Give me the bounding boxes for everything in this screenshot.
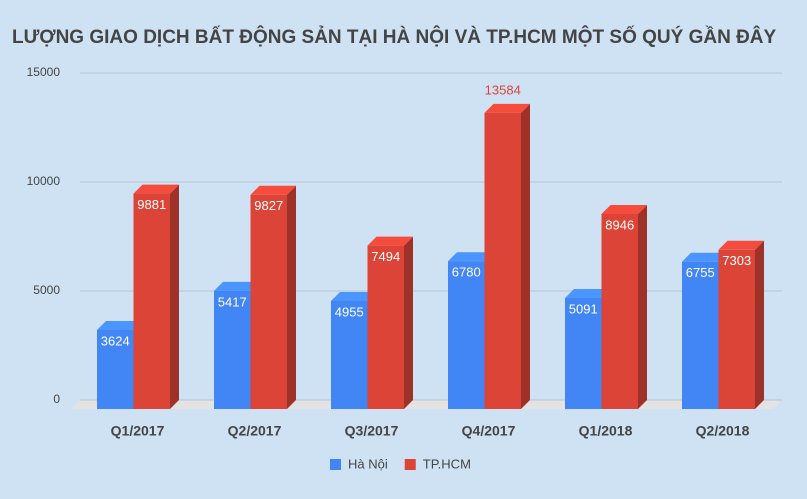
y-tick-label: 10000 bbox=[27, 174, 61, 188]
value-label: 13584 bbox=[485, 82, 521, 97]
legend-swatch bbox=[404, 459, 416, 470]
y-tick-label: 5000 bbox=[33, 283, 60, 297]
bar-top bbox=[484, 103, 530, 113]
value-label: 6755 bbox=[686, 265, 715, 280]
bar-top bbox=[250, 185, 296, 195]
bar-front bbox=[565, 298, 602, 409]
x-tick-label: Q3/2017 bbox=[345, 423, 399, 439]
bar-top bbox=[682, 252, 728, 262]
bar-front bbox=[682, 261, 719, 409]
bar-top bbox=[718, 240, 764, 250]
bar-top bbox=[367, 236, 413, 246]
bar-front bbox=[97, 329, 134, 409]
bar-front bbox=[367, 245, 404, 409]
bar-side bbox=[638, 204, 647, 409]
legend-swatch bbox=[330, 459, 341, 470]
bar bbox=[367, 236, 413, 409]
bar-front bbox=[718, 249, 755, 409]
bar bbox=[250, 185, 296, 409]
x-tick-label: Q1/2017 bbox=[111, 423, 165, 439]
chart-title: LƯỢNG GIAO DỊCH BẤT ĐỘNG SẢN TẠI HÀ NỘI … bbox=[12, 26, 777, 48]
bar-side bbox=[521, 103, 530, 409]
value-label: 8946 bbox=[605, 217, 634, 232]
bar-top bbox=[214, 281, 260, 291]
bar-top bbox=[565, 289, 611, 299]
bar-front bbox=[484, 112, 521, 409]
value-label: 4955 bbox=[335, 304, 364, 319]
bar bbox=[601, 204, 647, 409]
bar-top bbox=[448, 252, 494, 262]
x-tick-label: Q2/2017 bbox=[228, 423, 282, 439]
bar-front bbox=[448, 261, 485, 409]
value-label: 6780 bbox=[452, 265, 481, 280]
bar-front bbox=[250, 194, 287, 409]
legend-label: TP.HCM bbox=[423, 456, 471, 471]
x-tick-label: Q2/2018 bbox=[696, 423, 750, 439]
bar bbox=[133, 184, 179, 409]
bar-side bbox=[170, 184, 179, 409]
bar-side bbox=[287, 185, 296, 409]
bar-top bbox=[133, 184, 179, 194]
value-label: 7494 bbox=[371, 249, 400, 264]
value-label: 9881 bbox=[137, 197, 166, 212]
bar-top bbox=[331, 291, 377, 301]
value-label: 3624 bbox=[101, 333, 130, 348]
y-tick-label: 0 bbox=[53, 392, 60, 406]
bar-side bbox=[755, 240, 764, 409]
bar-front bbox=[133, 193, 170, 409]
bar bbox=[484, 103, 530, 409]
bar-side bbox=[404, 236, 413, 409]
x-tick-label: Q1/2018 bbox=[579, 423, 633, 439]
value-label: 7303 bbox=[722, 253, 751, 268]
value-label: 5091 bbox=[569, 301, 598, 316]
value-label: 9827 bbox=[254, 198, 283, 213]
bar-front bbox=[601, 213, 638, 409]
bar-top bbox=[97, 320, 143, 330]
x-tick-label: Q4/2017 bbox=[462, 423, 516, 439]
y-tick-label: 15000 bbox=[27, 65, 61, 79]
bar-front bbox=[214, 290, 251, 409]
bar bbox=[718, 240, 764, 409]
value-label: 5417 bbox=[218, 294, 247, 309]
bar-top bbox=[601, 204, 647, 214]
bar-front bbox=[331, 300, 368, 409]
legend-label: Hà Nội bbox=[348, 456, 388, 471]
